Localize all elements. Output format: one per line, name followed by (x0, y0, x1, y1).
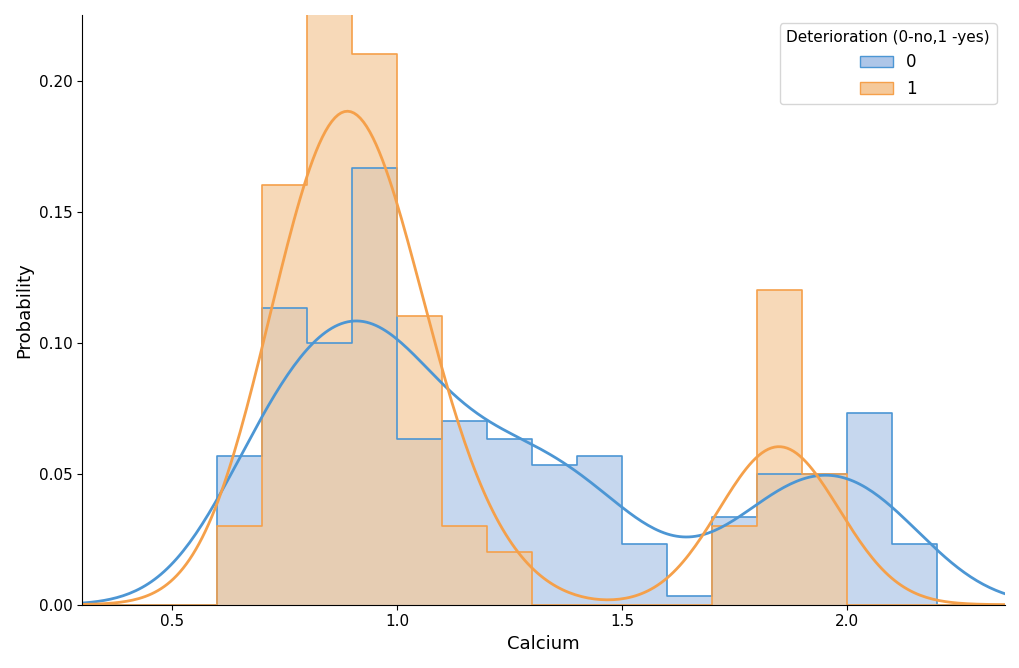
Y-axis label: Probability: Probability (15, 262, 33, 358)
X-axis label: Calcium: Calcium (506, 635, 579, 653)
Legend: 0, 1: 0, 1 (779, 23, 996, 104)
